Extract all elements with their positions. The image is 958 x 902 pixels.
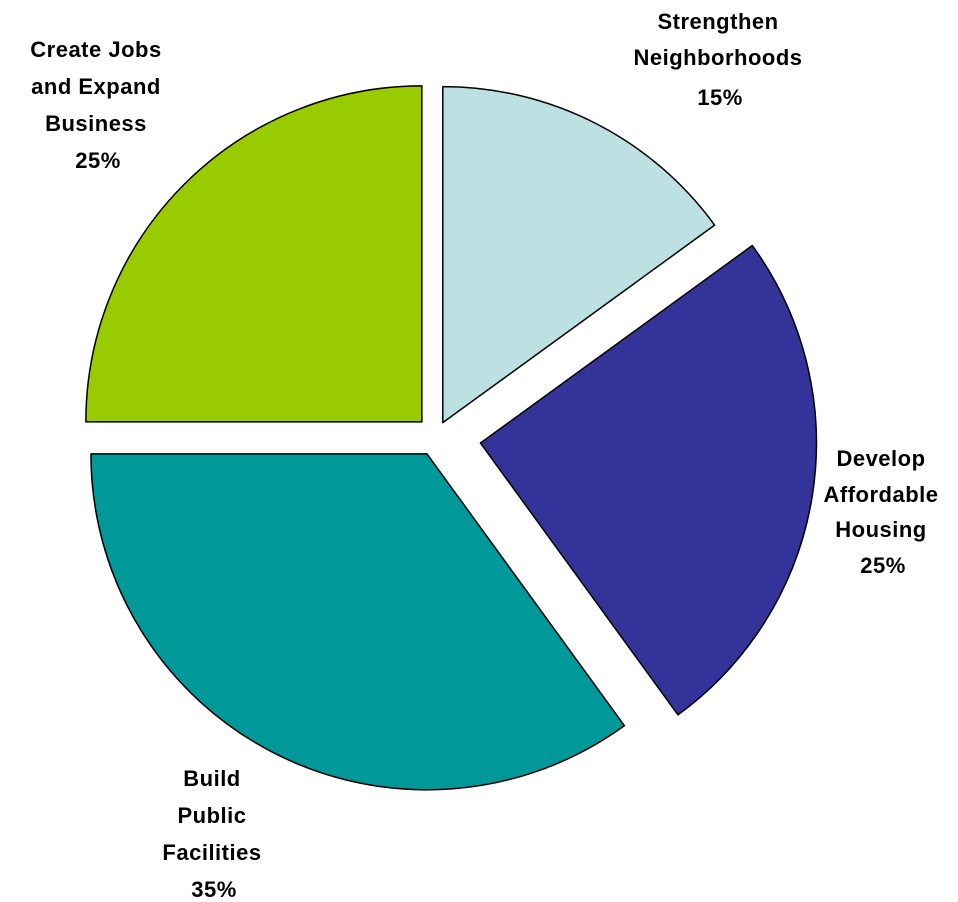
label-line: Facilities [162,840,261,865]
label-line: Build [183,766,241,791]
label-line: Housing [835,517,927,542]
label-line: and Expand [31,74,161,99]
pie-slice-jobs [85,85,423,423]
label-line: Strengthen [657,9,778,34]
label-housing: Develop Affordable Housing 25% [824,446,943,578]
label-line: Business [45,111,147,136]
pie-slice-neighborhoods [442,85,716,424]
label-value: 35% [191,877,237,902]
pie-slice-facilities [90,453,626,791]
pie-slice-housing [479,244,818,716]
label-value: 15% [697,85,743,110]
label-line: Public [177,803,246,828]
pie-labels: Strengthen Neighborhoods 15% Develop Aff… [30,9,943,902]
label-line: Develop [836,446,925,471]
label-neighborhoods: Strengthen Neighborhoods 15% [633,9,806,110]
label-jobs: Create Jobs and Expand Business 25% [30,37,165,173]
pie-slices [85,85,818,791]
label-line: Create Jobs [30,37,161,62]
label-value: 25% [860,553,906,578]
label-facilities: Build Public Facilities 35% [162,766,265,902]
label-line: Affordable [824,482,939,507]
label-value: 25% [75,148,121,173]
label-line: Neighborhoods [633,45,802,70]
